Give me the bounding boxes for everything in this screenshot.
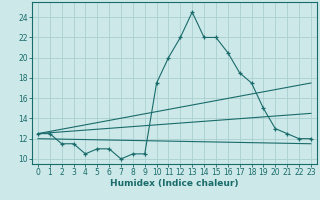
X-axis label: Humidex (Indice chaleur): Humidex (Indice chaleur) bbox=[110, 179, 239, 188]
